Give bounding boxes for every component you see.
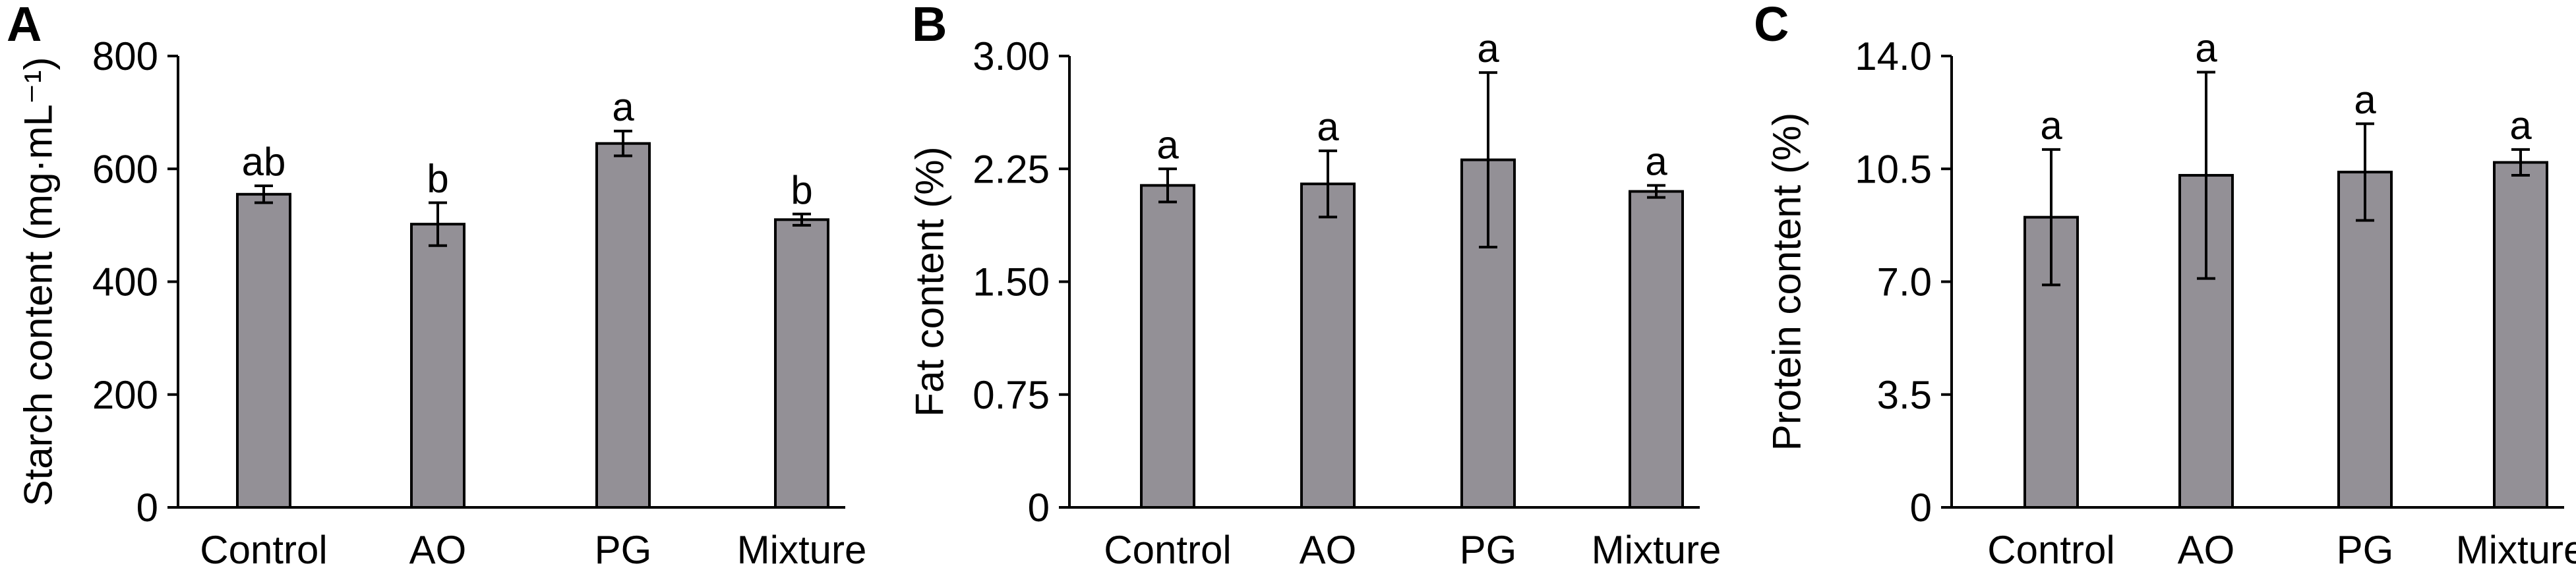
x-tick-label: AO bbox=[1300, 528, 1357, 568]
y-tick-label: 200 bbox=[92, 373, 158, 417]
y-tick-label: 3.00 bbox=[973, 34, 1050, 78]
y-axis-label: Fat content (%) bbox=[908, 146, 952, 416]
y-tick-label: 0 bbox=[1028, 486, 1050, 530]
significance-label: a bbox=[2354, 78, 2376, 122]
significance-label: b bbox=[427, 157, 448, 201]
x-tick-label: Control bbox=[200, 528, 327, 568]
significance-label: b bbox=[791, 168, 812, 212]
panel-letter: A bbox=[7, 0, 42, 51]
x-tick-label: Mixture bbox=[737, 528, 867, 568]
x-tick-label: PG bbox=[2337, 528, 2394, 568]
significance-label: a bbox=[1645, 139, 1667, 183]
bar bbox=[1629, 190, 1684, 509]
y-tick-label: 0 bbox=[136, 486, 158, 530]
y-tick-label: 1.50 bbox=[973, 260, 1050, 304]
y-tick-label: 10.5 bbox=[1855, 147, 1932, 191]
chart-panel-c: C 0 3.5 7.0 10.5 14.0 Protein content (%) a Cont… bbox=[1754, 0, 2576, 568]
bar bbox=[774, 218, 829, 509]
y-tick-label: 7.0 bbox=[1877, 260, 1932, 304]
panel-letter: B bbox=[912, 0, 947, 51]
panel-letter: C bbox=[1754, 0, 1789, 51]
bar bbox=[2337, 171, 2393, 509]
y-tick-label: 0 bbox=[1910, 486, 1932, 530]
x-tick-label: PG bbox=[1460, 528, 1517, 568]
bar bbox=[2493, 161, 2548, 509]
significance-label: a bbox=[2040, 103, 2062, 148]
significance-label: a bbox=[1156, 123, 1179, 167]
bar bbox=[410, 223, 465, 509]
chart-panel-b: B 0 0.75 1.50 2.25 3.00 Fat content (%) a Contro… bbox=[908, 0, 1722, 568]
y-tick-label: 800 bbox=[92, 34, 158, 78]
y-axis-label: Protein content (%) bbox=[1765, 113, 1809, 451]
x-tick-label: Control bbox=[1987, 528, 2114, 568]
x-tick-label: Mixture bbox=[1592, 528, 1722, 568]
bar bbox=[1140, 184, 1195, 509]
y-axis-label: Starch content (mg·mL⁻¹) bbox=[16, 57, 61, 507]
bar bbox=[2178, 174, 2234, 509]
y-tick-label: 2.25 bbox=[973, 147, 1050, 191]
y-tick-label: 3.5 bbox=[1877, 373, 1932, 417]
significance-label: a bbox=[1317, 105, 1339, 149]
x-tick-label: PG bbox=[595, 528, 652, 568]
bar bbox=[1300, 183, 1356, 509]
x-tick-label: Mixture bbox=[2456, 528, 2576, 568]
y-tick-label: 600 bbox=[92, 147, 158, 191]
x-tick-label: AO bbox=[409, 528, 467, 568]
bar bbox=[236, 192, 291, 509]
significance-label: a bbox=[2509, 103, 2532, 148]
significance-label: ab bbox=[242, 140, 286, 184]
significance-label: a bbox=[1477, 26, 1499, 71]
x-tick-label: Control bbox=[1104, 528, 1231, 568]
y-tick-label: 14.0 bbox=[1855, 34, 1932, 78]
significance-label: a bbox=[2195, 26, 2217, 70]
bar bbox=[595, 142, 651, 509]
significance-label: a bbox=[612, 85, 634, 129]
y-tick-label: 0.75 bbox=[973, 373, 1050, 417]
y-tick-label: 400 bbox=[92, 260, 158, 304]
x-tick-label: AO bbox=[2178, 528, 2235, 568]
